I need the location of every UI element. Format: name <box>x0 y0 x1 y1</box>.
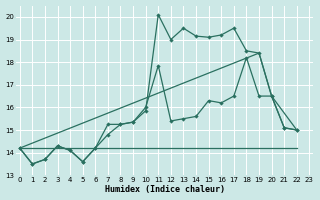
X-axis label: Humidex (Indice chaleur): Humidex (Indice chaleur) <box>105 185 225 194</box>
